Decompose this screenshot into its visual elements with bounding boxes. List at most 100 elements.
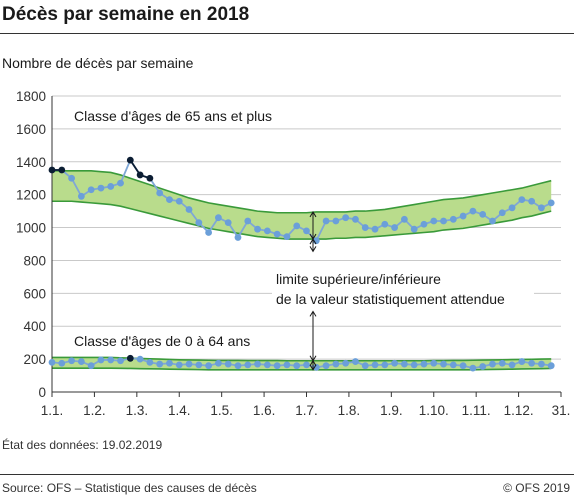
data-point <box>263 361 271 369</box>
data-status-note: État des données: 19.02.2019 <box>2 438 163 452</box>
lower-band-arrow-upper-head-start <box>309 310 317 317</box>
lower-band-arrow-head-end <box>309 364 317 371</box>
data-point <box>498 209 506 217</box>
data-point <box>489 360 496 368</box>
data-point <box>97 356 105 364</box>
x-tick-label: 1.8. <box>338 403 361 418</box>
data-point <box>117 357 124 365</box>
data-point-outlier <box>146 174 154 182</box>
data-point <box>77 192 85 200</box>
data-point <box>449 361 457 369</box>
source-note: Source: OFS – Statistique des causes de … <box>2 481 257 495</box>
data-point <box>185 206 193 213</box>
data-point <box>156 360 164 368</box>
data-point <box>469 364 477 372</box>
data-point <box>528 197 536 205</box>
data-point <box>156 189 164 197</box>
data-point <box>322 362 330 370</box>
data-point <box>538 204 545 212</box>
data-point <box>361 362 369 370</box>
x-tick-label: 1.11. <box>462 403 491 418</box>
data-point-outlier <box>48 166 56 174</box>
x-tick-label: 1.12. <box>504 403 534 418</box>
data-point <box>430 359 438 367</box>
data-point <box>332 360 340 368</box>
x-tick-label: 1.5. <box>210 403 233 418</box>
upper-to-label-arrow-head-start <box>309 238 317 245</box>
data-point <box>77 358 85 365</box>
data-point <box>449 215 457 223</box>
data-point <box>352 358 359 365</box>
x-tick-label: 31. <box>552 403 571 418</box>
data-point <box>518 358 526 365</box>
data-point <box>273 230 281 238</box>
y-tick-label: 1200 <box>16 188 46 203</box>
data-point <box>185 360 193 368</box>
x-tick-label: 1.3. <box>126 403 149 418</box>
x-tick-label: 1.9. <box>380 403 403 418</box>
chart-canvas: 0 200 400 600 800 1000 1200 1400 1600 1800 1.1. 1.2… <box>16 89 570 418</box>
data-point <box>430 217 438 225</box>
data-point <box>234 234 242 241</box>
series-0-64-label: Classe d'âges de 0 à 64 ans <box>74 333 250 349</box>
data-point-outlier <box>126 354 134 362</box>
data-point <box>361 224 369 231</box>
data-point <box>283 361 291 369</box>
data-point <box>528 359 536 367</box>
data-point <box>254 225 261 233</box>
data-point <box>538 360 545 368</box>
data-point <box>459 362 467 370</box>
data-point <box>547 199 555 207</box>
data-point <box>195 361 203 369</box>
y-tick-label: 800 <box>23 253 46 268</box>
data-point <box>146 359 154 366</box>
data-point <box>195 219 203 227</box>
data-point <box>58 359 66 367</box>
data-point <box>332 217 340 225</box>
data-point <box>371 361 379 369</box>
data-point <box>117 179 124 187</box>
lower-band-arrow-head-start <box>309 359 317 367</box>
data-point <box>518 196 526 204</box>
data-point <box>440 360 447 368</box>
data-point <box>244 217 252 225</box>
y-tick-label: 1000 <box>16 221 46 236</box>
data-point <box>303 361 310 369</box>
upper-to-label-arrow-head-end <box>309 246 317 253</box>
expected-lower-line <box>52 200 552 240</box>
x-tick-label: 1.1. <box>41 403 64 418</box>
x-tick-label: 1.6. <box>253 403 276 418</box>
data-point <box>48 359 56 366</box>
y-tick-label: 0 <box>38 385 46 400</box>
data-point <box>87 186 95 194</box>
series-layer <box>48 156 555 372</box>
series-line <box>51 357 552 370</box>
data-point-outlier <box>58 166 66 174</box>
data-point <box>303 227 310 235</box>
data-point <box>224 360 232 368</box>
data-point <box>489 217 496 225</box>
data-point <box>342 359 350 367</box>
data-point <box>68 357 75 365</box>
axes: 0 200 400 600 800 1000 1200 1400 1600 1800 1.1. 1.2… <box>16 89 570 418</box>
data-point <box>215 359 222 367</box>
data-point <box>224 219 232 227</box>
data-point <box>263 227 271 235</box>
expected-lower-line <box>52 367 552 371</box>
data-point <box>107 183 115 190</box>
data-point <box>410 225 418 233</box>
limit-label-line2: de la valeur statistiquement attendue <box>276 291 505 307</box>
data-point <box>136 355 144 363</box>
data-point <box>410 361 418 369</box>
data-point <box>87 362 95 370</box>
data-point <box>175 197 183 205</box>
data-point <box>391 224 398 231</box>
footer-divider <box>0 474 574 475</box>
data-point <box>293 362 301 370</box>
annotations: Classe d'âges de 65 ans et plus Classe d'… <box>74 108 534 371</box>
expected-upper-line <box>52 170 552 214</box>
limit-label-line1: limite supérieure/inférieure <box>276 271 441 287</box>
y-tick-label: 1800 <box>16 89 46 104</box>
y-tick-label: 400 <box>23 319 46 334</box>
data-point <box>420 220 428 228</box>
